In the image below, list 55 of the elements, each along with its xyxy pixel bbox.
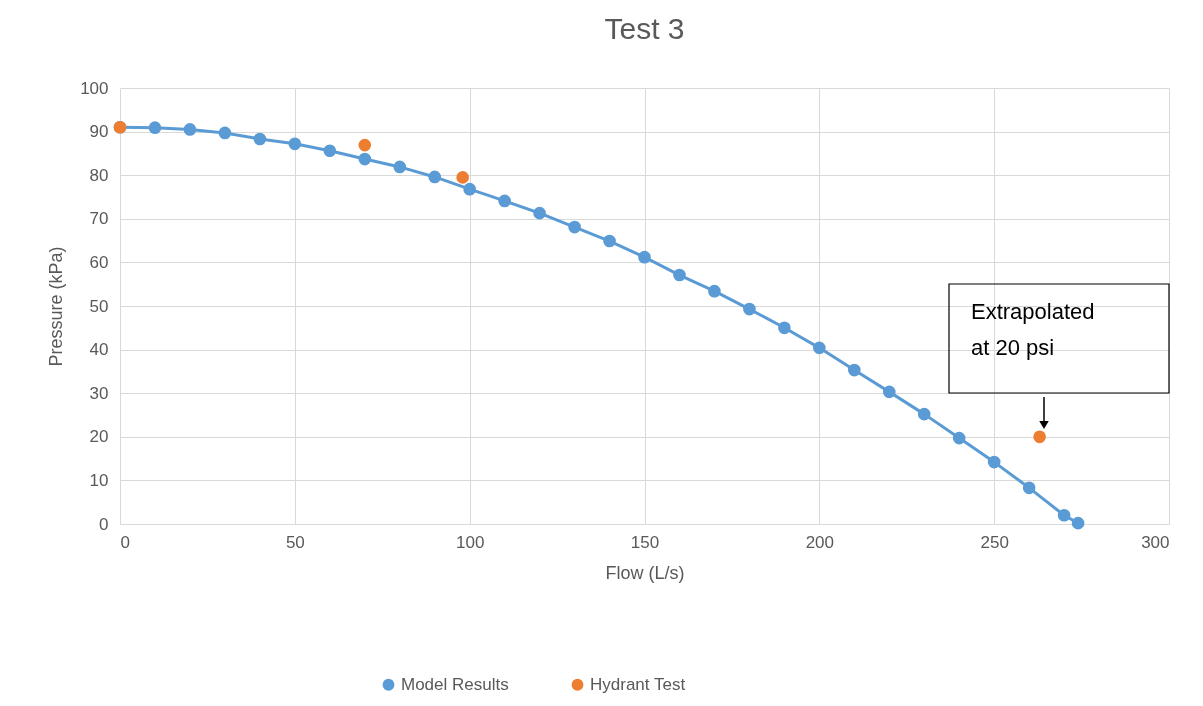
point — [428, 170, 442, 184]
point — [778, 321, 791, 335]
x-tick-label: 0 — [120, 532, 130, 552]
point — [638, 250, 651, 264]
point — [603, 234, 616, 248]
x-tick-label: 300 — [1141, 532, 1170, 552]
point — [952, 431, 966, 445]
point — [463, 182, 476, 196]
point — [813, 341, 826, 355]
point — [743, 302, 756, 316]
y-tick-label: 40 — [89, 340, 109, 360]
annotation: Extrapolated at 20 psi — [971, 299, 1095, 360]
point — [1033, 430, 1046, 444]
point — [568, 220, 581, 234]
point — [148, 121, 162, 134]
point — [323, 144, 337, 158]
point — [393, 160, 407, 174]
y-tick-label: 50 — [89, 296, 109, 316]
point — [708, 284, 721, 298]
point — [847, 363, 861, 377]
y-tick-label: 30 — [89, 383, 109, 403]
point — [917, 407, 931, 421]
y-tick-label: 20 — [89, 427, 109, 447]
point — [456, 171, 469, 184]
point — [673, 268, 686, 282]
point — [288, 137, 302, 151]
point — [987, 455, 1001, 469]
y-tick-label: 0 — [99, 514, 109, 534]
point — [1057, 508, 1071, 522]
y-tick-label: 70 — [89, 209, 109, 229]
point — [358, 152, 372, 166]
y-tick-label: 60 — [89, 252, 109, 272]
y-axis-title: Pressure (kPa) — [46, 246, 67, 367]
x-tick-label: 150 — [630, 532, 660, 552]
point — [183, 123, 197, 136]
legend-label: Model Results — [401, 674, 509, 694]
point — [882, 385, 896, 399]
x-tick-label: 250 — [980, 532, 1009, 552]
x-tick-label: 200 — [805, 532, 835, 552]
point — [533, 206, 546, 220]
y-tick-label: 10 — [89, 470, 109, 490]
point — [1071, 516, 1085, 530]
chart-title: Test 3 — [604, 12, 685, 45]
point — [1022, 481, 1036, 495]
point — [218, 126, 232, 140]
x-tick-label: 100 — [455, 532, 485, 552]
point — [498, 194, 511, 208]
point — [253, 132, 267, 146]
point — [358, 138, 372, 152]
y-tick-label: 90 — [89, 122, 109, 142]
y-tick-label: 80 — [89, 165, 109, 185]
y-tick-label: 100 — [80, 78, 109, 98]
x-tick-label: 50 — [285, 532, 305, 552]
x-axis-title: Flow (L/s) — [605, 562, 685, 583]
legend-label: Hydrant Test — [590, 674, 686, 694]
